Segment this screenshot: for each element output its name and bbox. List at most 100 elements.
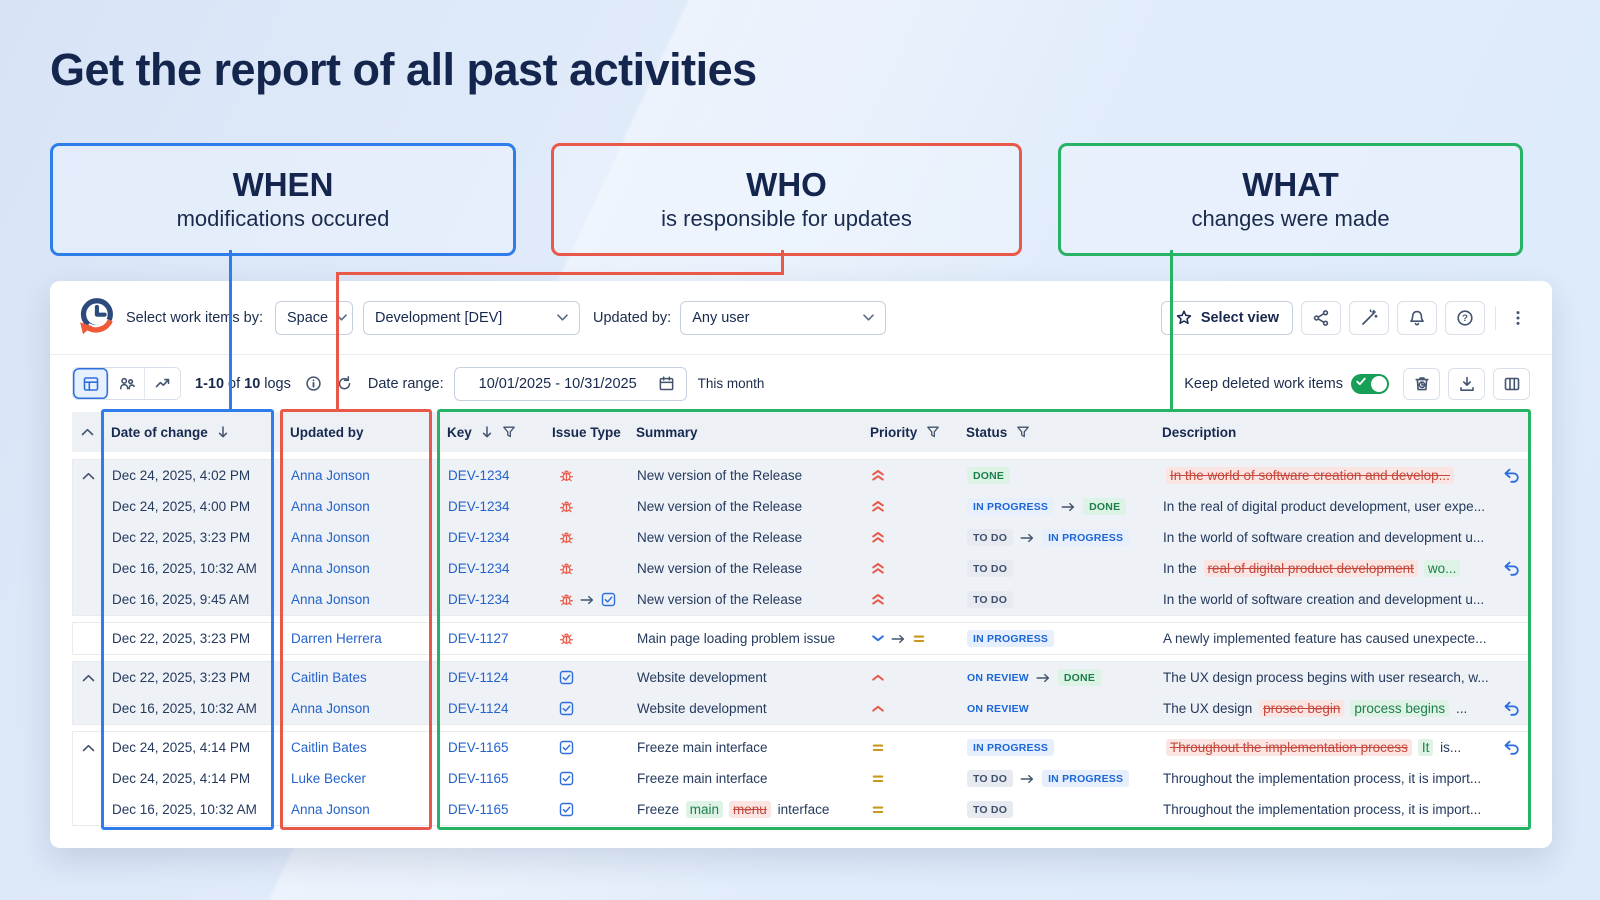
table-row[interactable]: Dec 22, 2025, 3:23 PM Darren Herrera DEV…	[73, 623, 1529, 654]
help-button[interactable]: ?	[1445, 300, 1485, 335]
text-segment-plain: New version of the Release	[637, 468, 803, 483]
issue-key-link[interactable]: DEV-1165	[448, 802, 509, 817]
table-view-icon	[82, 375, 100, 393]
user-link[interactable]: Anna Jonson	[291, 499, 370, 514]
filter-icon[interactable]	[502, 425, 516, 439]
user-link[interactable]: Darren Herrera	[291, 631, 382, 646]
issue-key-link[interactable]: DEV-1124	[448, 701, 509, 716]
issue-key-link[interactable]: DEV-1234	[448, 592, 510, 607]
user-link[interactable]: Anna Jonson	[291, 561, 370, 576]
priority-cell	[864, 803, 959, 816]
issue-key-link[interactable]: DEV-1165	[448, 740, 509, 755]
col-issue-type[interactable]: Issue Type	[552, 424, 621, 440]
table-row[interactable]: Dec 16, 2025, 10:32 AM Anna Jonson DEV-1…	[73, 693, 1529, 724]
updated-by-user-dropdown[interactable]: Any user	[680, 300, 887, 335]
user-link[interactable]: Anna Jonson	[291, 468, 370, 483]
collapse-all-button[interactable]	[72, 428, 103, 436]
table-row[interactable]: Dec 24, 2025, 4:14 PM Luke Becker DEV-11…	[73, 763, 1529, 794]
col-key[interactable]: Key	[438, 425, 543, 440]
sort-desc-icon[interactable]	[217, 425, 229, 439]
keep-deleted-toggle[interactable]	[1351, 373, 1389, 394]
user-link[interactable]: Anna Jonson	[291, 530, 370, 545]
date-range-input[interactable]: 10/01/2025 - 10/31/2025	[453, 366, 687, 401]
col-priority[interactable]: Priority	[863, 425, 958, 440]
notifications-button[interactable]	[1397, 300, 1437, 335]
row-collapse-cell[interactable]	[73, 472, 104, 480]
table-row[interactable]: Dec 24, 2025, 4:14 PM Caitlin Bates DEV-…	[73, 732, 1529, 763]
updated-by-cell: Anna Jonson	[282, 592, 439, 607]
col-description[interactable]: Description	[1162, 424, 1237, 440]
priority-cell	[864, 531, 959, 544]
key-cell: DEV-1165	[439, 802, 544, 817]
table-row[interactable]: Dec 22, 2025, 3:23 PM Caitlin Bates DEV-…	[73, 662, 1529, 693]
priority-highest-icon	[871, 469, 885, 482]
space-dropdown[interactable]: Space	[275, 300, 353, 335]
key-cell: DEV-1165	[439, 740, 544, 755]
table-row[interactable]: Dec 16, 2025, 10:32 AM Anna Jonson DEV-1…	[73, 553, 1529, 584]
col-summary[interactable]: Summary	[636, 424, 698, 440]
row-collapse-cell[interactable]	[73, 674, 104, 682]
text-segment-plain: interface	[773, 802, 830, 817]
table-row[interactable]: Dec 16, 2025, 9:45 AM Anna Jonson DEV-12…	[73, 584, 1529, 615]
updated-by-cell: Anna Jonson	[282, 530, 439, 545]
share-button[interactable]	[1301, 300, 1341, 335]
text-segment-plain: Freeze main interface	[637, 740, 768, 755]
updated-by-cell: Darren Herrera	[282, 631, 439, 646]
callout-when-subtitle: modifications occured	[176, 206, 390, 232]
issue-key-link[interactable]: DEV-1234	[448, 499, 510, 514]
info-icon[interactable]	[305, 375, 322, 392]
updated-by-cell: Anna Jonson	[282, 701, 439, 716]
chart-view-button[interactable]	[145, 368, 180, 399]
row-collapse-cell[interactable]	[73, 744, 104, 752]
issue-key-link[interactable]: DEV-1124	[448, 670, 509, 685]
updated-by-cell: Anna Jonson	[282, 468, 439, 483]
col-status[interactable]: Status	[958, 425, 1156, 440]
undo-change-button[interactable]	[1503, 701, 1520, 716]
user-link[interactable]: Caitlin Bates	[291, 740, 367, 755]
undo-change-button[interactable]	[1503, 740, 1520, 755]
col-date-of-change[interactable]: Date of change	[103, 425, 281, 440]
status-cell: TO DO IN PROGRESS	[959, 770, 1157, 787]
select-view-button[interactable]: Select view	[1160, 300, 1293, 335]
issue-key-link[interactable]: DEV-1165	[448, 771, 509, 786]
issue-key-link[interactable]: DEV-1234	[448, 561, 510, 576]
magic-wand-button[interactable]	[1349, 300, 1389, 335]
issue-key-link[interactable]: DEV-1234	[448, 530, 510, 545]
sort-desc-icon[interactable]	[481, 425, 493, 439]
user-link[interactable]: Anna Jonson	[291, 701, 370, 716]
filter-icon[interactable]	[926, 425, 940, 439]
text-segment-plain: In the real of digital product developme…	[1163, 499, 1485, 514]
delete-history-button[interactable]	[1403, 367, 1440, 400]
download-button[interactable]	[1448, 367, 1485, 400]
user-link[interactable]: Luke Becker	[291, 771, 367, 786]
columns-button[interactable]	[1493, 367, 1530, 400]
issue-type-cell	[544, 701, 629, 716]
user-link[interactable]: Anna Jonson	[291, 802, 370, 817]
text-segment-del: prosec begin	[1259, 700, 1345, 717]
status-badge-todo: TO DO	[967, 560, 1014, 577]
updated-by-cell: Caitlin Bates	[282, 740, 439, 755]
undo-change-button[interactable]	[1503, 561, 1520, 576]
table-row[interactable]: Dec 16, 2025, 10:32 AM Anna Jonson DEV-1…	[73, 794, 1529, 825]
table-row[interactable]: Dec 24, 2025, 4:00 PM Anna Jonson DEV-12…	[73, 491, 1529, 522]
log-group: Dec 22, 2025, 3:23 PM Caitlin Bates DEV-…	[72, 661, 1530, 725]
task-issue-icon	[601, 592, 616, 607]
callout-when-title: WHEN	[232, 165, 334, 203]
user-link[interactable]: Anna Jonson	[291, 592, 370, 607]
issue-key-link[interactable]: DEV-1127	[448, 631, 509, 646]
col-updated-by[interactable]: Updated by	[290, 424, 364, 440]
task-issue-icon	[559, 701, 574, 716]
table-view-button[interactable]	[73, 368, 109, 399]
group-view-button[interactable]	[109, 368, 145, 399]
table-row[interactable]: Dec 24, 2025, 4:02 PM Anna Jonson DEV-12…	[73, 460, 1529, 491]
table-row[interactable]: Dec 22, 2025, 3:23 PM Anna Jonson DEV-12…	[73, 522, 1529, 553]
project-dropdown[interactable]: Development [DEV]	[363, 300, 580, 335]
issue-key-link[interactable]: DEV-1234	[448, 468, 510, 483]
more-options-button[interactable]	[1506, 300, 1530, 335]
filter-icon[interactable]	[1016, 425, 1030, 439]
quick-range-label[interactable]: This month	[697, 376, 765, 391]
undo-change-button[interactable]	[1503, 468, 1520, 483]
text-segment-plain: New version of the Release	[637, 561, 803, 576]
refresh-icon[interactable]	[336, 375, 353, 392]
user-link[interactable]: Caitlin Bates	[291, 670, 367, 685]
